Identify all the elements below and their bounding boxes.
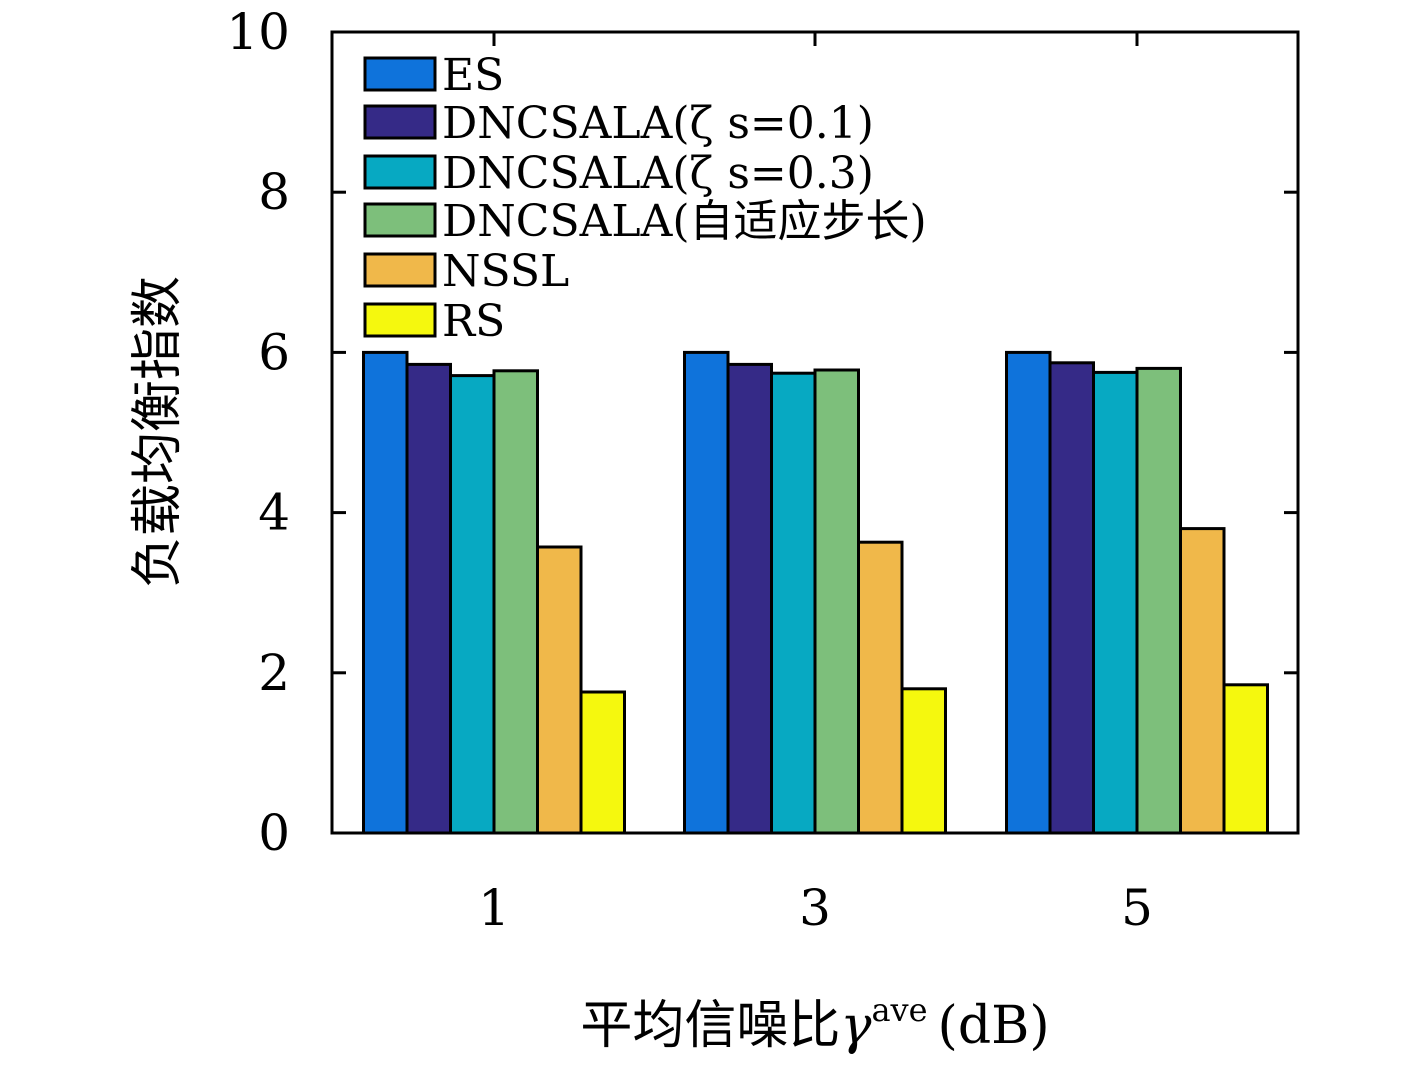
bar-6-cat-1 bbox=[579, 690, 626, 835]
x-ticks-group: 1 3 5 bbox=[478, 32, 1153, 937]
x-axis-label-sup: ave bbox=[871, 991, 927, 1029]
x-axis-label-text: 平均信噪比 bbox=[580, 996, 840, 1056]
legend-swatch-4 bbox=[363, 202, 437, 238]
x-tick-label-1: 1 bbox=[478, 879, 510, 937]
y-tick-label-10: 10 bbox=[226, 3, 290, 61]
bar-4-cat-5 bbox=[1135, 366, 1182, 835]
y-axis-label: 负载均衡指数 bbox=[128, 276, 188, 588]
x-tick-label-3: 3 bbox=[799, 879, 831, 937]
legend-label-2: DNCSALA(ζ s=0.1) bbox=[442, 98, 874, 149]
y-tick-label-6: 6 bbox=[258, 323, 290, 381]
y-tick-label-8: 8 bbox=[258, 163, 290, 221]
bars-group bbox=[362, 350, 1269, 835]
legend-swatch-5 bbox=[363, 252, 437, 288]
bar-3-cat-3 bbox=[770, 371, 817, 835]
bar-6-cat-3 bbox=[900, 687, 947, 835]
bar-4-cat-3 bbox=[813, 368, 860, 835]
x-axis-label: 平均信噪比γave (dB) bbox=[580, 991, 1049, 1056]
bar-2-cat-5 bbox=[1048, 361, 1095, 835]
bar-3-cat-5 bbox=[1092, 370, 1139, 835]
legend-label-4: DNCSALA(自适应步长) bbox=[442, 196, 927, 247]
x-axis-label-unit: (dB) bbox=[938, 996, 1050, 1056]
y-ticks-group: 0 2 4 6 8 10 bbox=[226, 3, 1298, 862]
bar-4-cat-1 bbox=[492, 369, 539, 835]
y-tick-label-4: 4 bbox=[258, 484, 290, 542]
legend-label-6: RS bbox=[442, 296, 505, 347]
legend-label-1: ES bbox=[442, 50, 504, 101]
bar-5-cat-3 bbox=[857, 540, 904, 835]
bar-6-cat-5 bbox=[1222, 683, 1269, 835]
legend-swatch-6 bbox=[363, 302, 437, 338]
bar-5-cat-5 bbox=[1179, 527, 1226, 835]
bar-1-cat-5 bbox=[1005, 350, 1052, 835]
legend-swatch-2 bbox=[363, 104, 437, 140]
legend-label-5: NSSL bbox=[442, 246, 569, 297]
x-tick-label-5: 5 bbox=[1121, 879, 1153, 937]
legend-label-3: DNCSALA(ζ s=0.3) bbox=[442, 148, 874, 199]
legend-swatch-1 bbox=[363, 56, 437, 92]
legend-swatch-3 bbox=[363, 154, 437, 190]
y-tick-label-0: 0 bbox=[258, 804, 290, 862]
bar-1-cat-1 bbox=[362, 350, 409, 835]
bar-2-cat-3 bbox=[726, 362, 773, 835]
bar-3-cat-1 bbox=[449, 374, 496, 835]
x-axis-label-symbol: γ bbox=[840, 996, 872, 1056]
bar-2-cat-1 bbox=[405, 362, 452, 835]
y-tick-label-2: 2 bbox=[258, 644, 290, 702]
bar-5-cat-1 bbox=[536, 545, 583, 835]
bar-1-cat-3 bbox=[683, 350, 730, 835]
